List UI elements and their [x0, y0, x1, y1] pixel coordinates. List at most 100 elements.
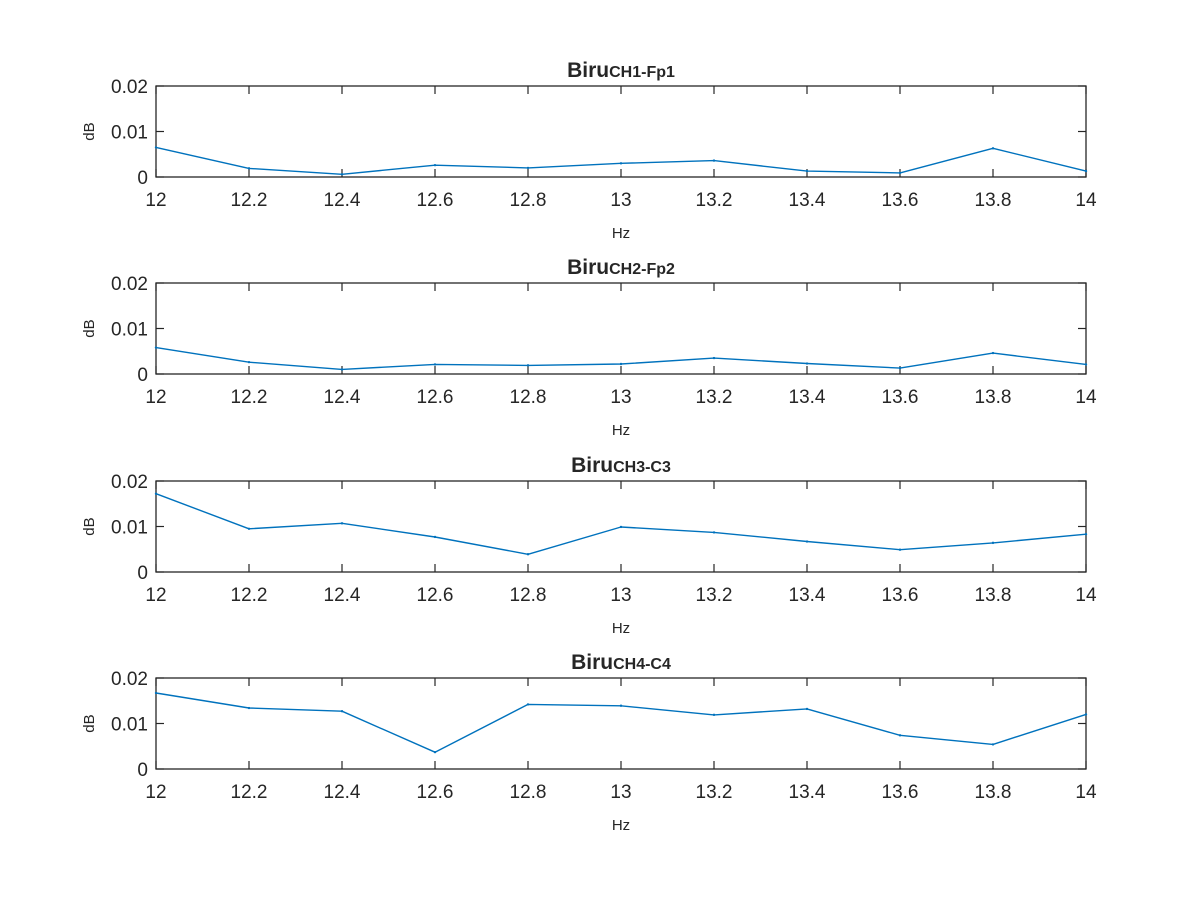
- x-tick-label: 13.2: [696, 585, 733, 606]
- x-tick-label: 14: [1075, 190, 1097, 211]
- x-tick-label: 13.6: [882, 387, 919, 408]
- y-tick-label: 0.01: [111, 518, 148, 539]
- data-point: [712, 713, 716, 717]
- data-point: [619, 525, 623, 529]
- y-tick-label: 0: [137, 563, 148, 584]
- x-tick-label: 13.2: [696, 190, 733, 211]
- x-tick-label: 12: [145, 387, 166, 408]
- x-tick-label: 12.6: [417, 190, 454, 211]
- data-point: [247, 527, 251, 530]
- data-point: [898, 734, 902, 737]
- x-tick-label: 13.2: [696, 387, 733, 408]
- data-point: [712, 531, 716, 534]
- data-point: [805, 540, 809, 543]
- axes-box: [155, 677, 1087, 770]
- subplot-1: 12 12.2 12.4 12.6 12.8 13 13.2 13.4 13.6 13.8 14 0 0…: [81, 59, 1097, 242]
- y-tick-label: 0: [137, 760, 148, 781]
- title-sub: CH2-Fp2: [609, 261, 675, 278]
- subplot-3: 12 12.2 12.4 12.6 12.8 13 13.2 13.4 13.6 13.8 14 0 0…: [81, 454, 1097, 637]
- data-point: [433, 363, 437, 366]
- x-axis-label: Hz: [612, 620, 630, 637]
- data-point: [712, 159, 716, 162]
- subplot-title: BiruCH1-Fp1: [567, 59, 675, 82]
- x-tick-label: 13.4: [789, 585, 826, 606]
- data-point: [898, 366, 902, 370]
- data-point: [805, 362, 809, 365]
- x-tick-label: 12.4: [324, 387, 361, 408]
- data-point: [154, 146, 158, 149]
- title-main: Biru: [571, 454, 613, 477]
- x-axis-label: Hz: [612, 422, 630, 439]
- x-tick-label: 13.8: [975, 585, 1012, 606]
- x-tick-label: 13.4: [789, 782, 826, 803]
- data-point: [526, 364, 530, 367]
- x-tick-label: 12.6: [417, 782, 454, 803]
- x-tick-label: 12: [145, 190, 166, 211]
- data-point: [1084, 533, 1088, 536]
- data-point: [433, 750, 437, 754]
- x-tick-label: 12.2: [231, 782, 268, 803]
- x-tick-label: 12.8: [510, 782, 547, 803]
- subplot-title: BiruCH4-C4: [571, 651, 671, 674]
- x-tick-label: 13.6: [882, 190, 919, 211]
- data-point: [340, 173, 344, 176]
- y-axis-label: dB: [81, 319, 98, 337]
- x-tick-label: 14: [1075, 782, 1097, 803]
- x-tick-label: 13.4: [789, 387, 826, 408]
- x-tick-label: 13: [610, 585, 631, 606]
- x-axis-label: Hz: [612, 225, 630, 242]
- x-tick-label: 12.8: [510, 387, 547, 408]
- y-tick-label: 0.02: [111, 669, 148, 690]
- x-tick-label: 12.4: [324, 190, 361, 211]
- y-tick-label: 0.01: [111, 123, 148, 144]
- title-main: Biru: [567, 256, 609, 279]
- x-tick-label: 12.6: [417, 387, 454, 408]
- x-tick-label: 13.6: [882, 585, 919, 606]
- title-sub: CH1-Fp1: [609, 64, 675, 81]
- data-point: [898, 171, 902, 175]
- data-point: [1084, 169, 1088, 173]
- data-point: [991, 541, 995, 545]
- data-point: [154, 691, 158, 695]
- x-axis-label: Hz: [612, 817, 630, 834]
- x-tick-label: 12: [145, 585, 166, 606]
- subplot-title: BiruCH3-C3: [571, 454, 671, 477]
- y-tick-label: 0: [137, 168, 148, 189]
- x-tick-label: 13.8: [975, 190, 1012, 211]
- title-main: Biru: [571, 651, 613, 674]
- data-point: [433, 163, 437, 167]
- subplot-4: 12 12.2 12.4 12.6 12.8 13 13.2 13.4 13.6 13.8 14 0 0…: [81, 651, 1097, 834]
- y-tick-label: 0.02: [111, 472, 148, 493]
- data-point: [619, 362, 623, 366]
- y-tick-label: 0.02: [111, 274, 148, 295]
- x-tick-label: 12: [145, 782, 166, 803]
- x-tick-label: 13.4: [789, 190, 826, 211]
- axes-box: [155, 282, 1087, 375]
- data-point: [1084, 363, 1088, 366]
- data-point: [340, 710, 344, 713]
- data-point: [433, 535, 437, 539]
- x-tick-label: 12.6: [417, 585, 454, 606]
- data-point: [991, 351, 995, 355]
- y-tick-label: 0.02: [111, 77, 148, 98]
- subplot-2: 12 12.2 12.4 12.6 12.8 13 13.2 13.4 13.6 13.8 14 0 0…: [81, 256, 1097, 439]
- y-axis-label: dB: [81, 714, 98, 732]
- x-tick-label: 13.6: [882, 782, 919, 803]
- title-main: Biru: [567, 59, 609, 82]
- x-tick-label: 13.8: [975, 387, 1012, 408]
- x-tick-label: 13: [610, 190, 631, 211]
- title-sub: CH3-C3: [613, 459, 671, 476]
- x-tick-label: 12.2: [231, 190, 268, 211]
- data-point: [991, 743, 995, 746]
- y-tick-label: 0.01: [111, 715, 148, 736]
- data-point: [154, 492, 158, 495]
- x-tick-label: 14: [1075, 387, 1097, 408]
- x-tick-label: 12.4: [324, 585, 361, 606]
- data-point: [805, 707, 809, 711]
- data-point: [247, 706, 251, 710]
- x-tick-label: 13: [610, 782, 631, 803]
- data-point: [247, 167, 251, 170]
- data-point: [340, 522, 344, 525]
